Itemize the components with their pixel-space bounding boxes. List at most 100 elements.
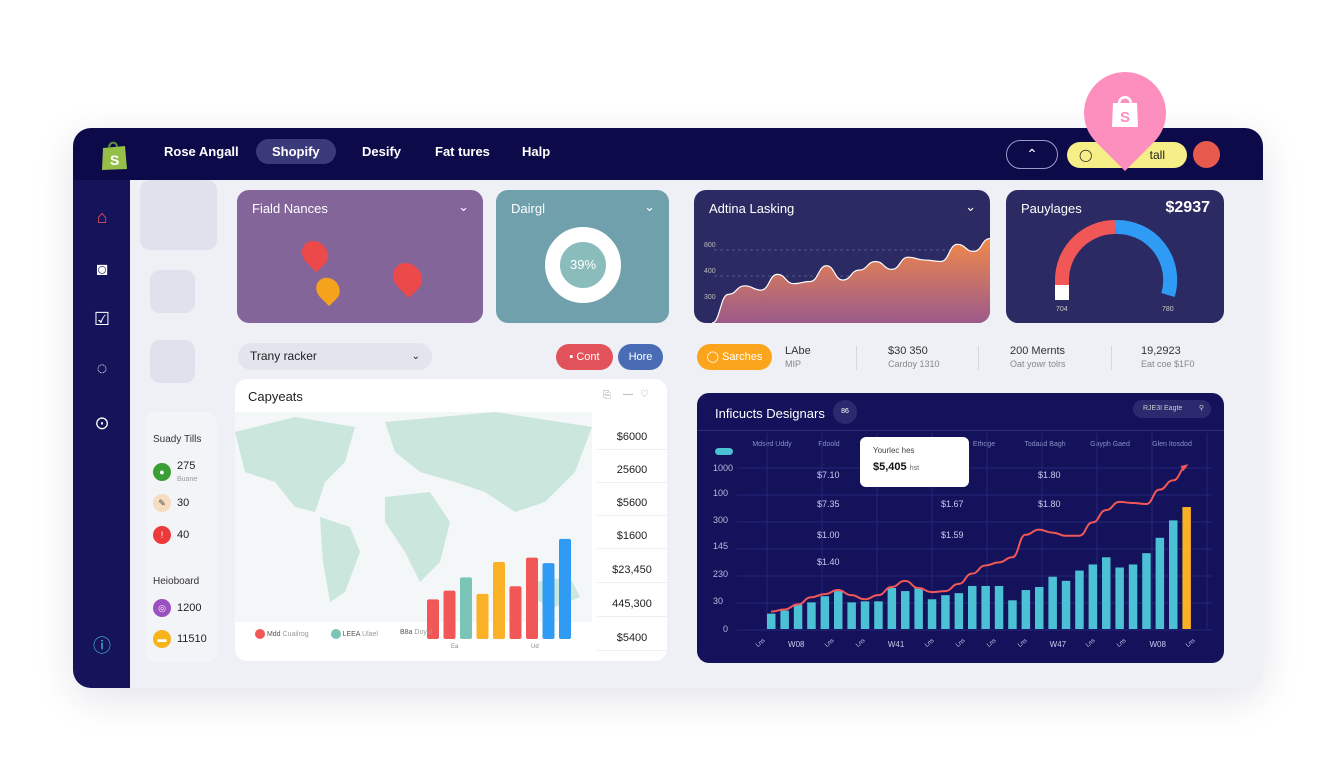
- tracker-dropdown[interactable]: Trany racker ⌄: [238, 343, 432, 370]
- x-tick: Ea: [451, 644, 459, 650]
- trend-icon: ⌃: [1026, 146, 1038, 162]
- action-label: tall: [1149, 148, 1165, 162]
- bar: [443, 590, 456, 639]
- bar: [1035, 586, 1044, 629]
- camera-icon[interactable]: ◙: [96, 259, 108, 279]
- table-cell: $1.00: [817, 530, 840, 540]
- gauge-segment-red: [1055, 220, 1116, 300]
- list-item[interactable]: ✎ 30: [153, 494, 189, 512]
- user-avatar[interactable]: [1193, 141, 1220, 168]
- list-item[interactable]: ▬ 11510: [153, 630, 207, 648]
- nav-help[interactable]: Halp: [522, 144, 551, 159]
- count-button[interactable]: ▪ Cont: [556, 344, 613, 370]
- gauge-card: Pauylages $2937 704 780: [1006, 190, 1224, 323]
- instagram-icon: ◎: [153, 599, 171, 617]
- nav-desify[interactable]: Desify: [362, 144, 402, 159]
- y-tick: 230: [713, 569, 729, 579]
- chevron-down-icon[interactable]: ⌄: [965, 199, 976, 214]
- minimize-icon[interactable]: —: [623, 389, 633, 400]
- chevron-down-icon[interactable]: ⌄: [458, 199, 469, 214]
- x-tick: W08: [788, 640, 805, 649]
- legend-item: B8a Duyul: [399, 629, 433, 636]
- list-item[interactable]: ! 40: [153, 526, 189, 544]
- bar: [1021, 590, 1031, 629]
- map-card: Capyeats ⎘ — ♡ Ea Ud Mdd Cuailrog LEEA U…: [235, 379, 667, 661]
- y-tick: 800: [704, 242, 716, 249]
- map-bar-chart: [427, 538, 571, 639]
- map-pin-icon[interactable]: [296, 235, 334, 273]
- trend-toggle-button[interactable]: ⌃: [1006, 140, 1058, 169]
- bar: [820, 596, 830, 629]
- divider: [1111, 346, 1112, 370]
- list-item[interactable]: ● 275 Buane: [153, 460, 197, 484]
- bar: [526, 557, 538, 639]
- card-title: Dairgl: [511, 201, 545, 216]
- bar-line-chart: [737, 433, 1212, 631]
- checklist-icon[interactable]: ☑: [93, 309, 111, 329]
- bar: [834, 591, 843, 629]
- tooltip: Yourlec hes $5,405 hst: [860, 437, 969, 487]
- list-item[interactable]: ◎ 1200: [153, 599, 201, 617]
- dropdown-value: Trany racker: [250, 349, 317, 363]
- y-tick: 400: [704, 268, 716, 275]
- x-tick: W47: [1049, 640, 1067, 649]
- bar: [887, 588, 897, 629]
- donut-value: 39%: [569, 257, 597, 272]
- donut-card: Dairgl ⌄ 39%: [496, 190, 669, 323]
- bar: [994, 585, 1004, 629]
- shopify-bag-icon[interactable]: S: [99, 139, 129, 171]
- search-input[interactable]: RJE3I Eagte ⚲: [1133, 400, 1211, 418]
- nav-shopify[interactable]: Shopify: [256, 139, 336, 164]
- map-legend: Mdd Cuailrog LEEA Ulael B8a Duyul: [255, 629, 432, 639]
- top-navbar: S Rose Angall Shopify Desify Fat tures H…: [73, 128, 1263, 180]
- gauge-value: $2937: [1165, 199, 1211, 216]
- table-cell: $7.35: [817, 499, 840, 509]
- gauge-chart: [1055, 219, 1178, 300]
- more-button[interactable]: Hore: [618, 344, 663, 370]
- bar: [793, 604, 803, 629]
- bar: [914, 588, 923, 629]
- card-title: Pauylages: [1021, 201, 1082, 216]
- column-header: Mdsed Uddy: [752, 441, 792, 448]
- home-icon[interactable]: ⌂: [96, 207, 108, 227]
- stat-item: 19,2923 Eat coe $1F0: [1141, 345, 1195, 369]
- searches-button[interactable]: ◯ Sarches: [697, 344, 772, 370]
- bar: [1115, 567, 1124, 629]
- info-icon[interactable]: ⓘ: [93, 636, 111, 656]
- donut-chart: 39%: [545, 227, 621, 303]
- play-icon[interactable]: ⊙: [94, 413, 110, 433]
- gauge-min: 704: [1056, 306, 1068, 313]
- sidebar: ⌂ ◙ ☑ ◌ ⊙ ⓘ: [73, 180, 130, 688]
- designers-chart-card: Inficucts Designars 86 RJE3I Eagte ⚲ Mdse…: [697, 393, 1224, 663]
- export-icon[interactable]: ⎘: [603, 390, 611, 401]
- dashboard-window: S Rose Angall Shopify Desify Fat tures H…: [73, 128, 1263, 688]
- trend-line: [770, 466, 1187, 613]
- bar: [874, 601, 883, 629]
- map-pin-icon[interactable]: [311, 272, 345, 307]
- bar: [1048, 576, 1057, 629]
- badge-icon: ●: [153, 463, 171, 481]
- nav-rose-angall[interactable]: Rose Angall: [164, 144, 239, 159]
- x-axis: Lns W08 Lns Lns W41 Lns Lns Lns Lns W47 Lns Lns W08 L…: [755, 638, 1197, 649]
- chevron-down-icon: ⌄: [411, 351, 420, 362]
- bar: [847, 602, 856, 629]
- chevron-down-icon[interactable]: ⌄: [644, 199, 655, 214]
- column-header: Todaad Bagh: [1024, 441, 1066, 448]
- bar: [1182, 507, 1191, 629]
- card-title: Fiald Nances: [252, 201, 328, 216]
- bar: [509, 586, 522, 639]
- nav-features[interactable]: Fat tures: [435, 144, 490, 159]
- map-pin-icon[interactable]: [386, 256, 429, 299]
- legend-chip: [715, 448, 733, 455]
- bar: [968, 585, 977, 629]
- svg-text:S: S: [1120, 109, 1130, 126]
- stat-item: 200 Mernts Oat yowr tolrs: [1010, 345, 1066, 369]
- bar: [954, 593, 964, 629]
- bar: [1128, 564, 1138, 629]
- x-tick: W41: [887, 640, 905, 649]
- y-tick: 300: [704, 294, 716, 301]
- chat-icon[interactable]: ◌: [96, 358, 108, 378]
- bar: [1169, 520, 1178, 629]
- heart-icon[interactable]: ♡: [640, 389, 649, 400]
- y-tick: 145: [713, 541, 729, 551]
